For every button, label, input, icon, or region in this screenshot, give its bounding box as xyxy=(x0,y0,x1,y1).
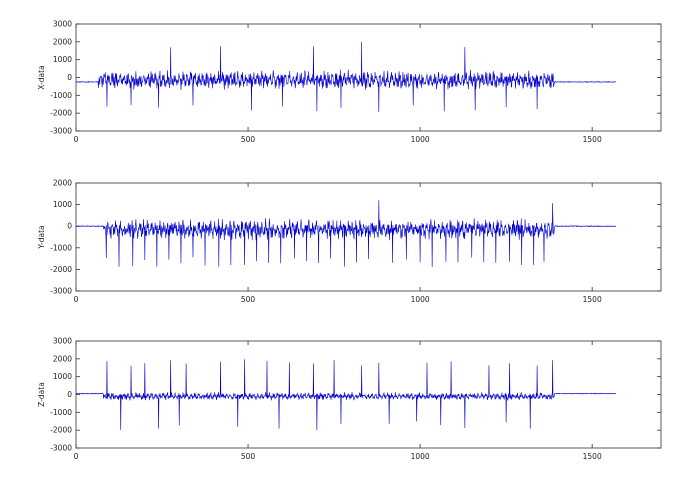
y-tick-label: -1000 xyxy=(50,243,72,252)
x-tick-label: 0 xyxy=(74,452,79,461)
y-tick-label: -3000 xyxy=(50,444,72,453)
y-tick-label: 2000 xyxy=(53,37,72,46)
x-tick-label: 0 xyxy=(74,295,79,304)
x-tick-label: 500 xyxy=(241,295,256,304)
y-axis-label: Z-data xyxy=(37,382,46,407)
y-tick-label: -3000 xyxy=(50,287,72,296)
y-tick-label: 0 xyxy=(67,390,72,399)
subplot-z: 0 500 1000 1500 3000 2000 1000 0 -1000 -2000 -3000… xyxy=(37,337,662,461)
series-line xyxy=(76,41,617,113)
y-tick-label: -1000 xyxy=(50,91,72,100)
y-tick-label: -1000 xyxy=(50,408,72,417)
x-tick-label: 0 xyxy=(74,135,79,144)
y-tick-label: -2000 xyxy=(50,109,72,118)
series-line xyxy=(75,359,617,431)
y-tick-label: 2000 xyxy=(53,179,72,188)
series-line xyxy=(75,200,617,268)
subplot-y: 0 500 1000 1500 2000 1000 0 -1000 -2000 -3000 Y-da… xyxy=(37,179,662,304)
x-tick-label: 1500 xyxy=(583,452,602,461)
x-tick-label: 1500 xyxy=(583,295,602,304)
y-tick-label: 1000 xyxy=(53,372,72,381)
y-tick-label: 1000 xyxy=(53,200,72,209)
y-tick-label: 1000 xyxy=(53,55,72,64)
y-tick-label: 3000 xyxy=(53,20,72,29)
y-tick-label: -3000 xyxy=(50,127,72,136)
y-tick-label: -2000 xyxy=(50,265,72,274)
y-axis-label: X-data xyxy=(37,65,46,89)
y-tick-label: 2000 xyxy=(53,354,72,363)
x-tick-label: 1000 xyxy=(411,135,430,144)
x-tick-label: 500 xyxy=(241,452,256,461)
x-tick-label: 1000 xyxy=(411,452,430,461)
axes-frame xyxy=(75,182,662,292)
y-tick-label: 0 xyxy=(67,222,72,231)
y-tick-label: 0 xyxy=(67,73,72,82)
x-tick-label: 500 xyxy=(241,135,256,144)
y-tick-label: -2000 xyxy=(50,426,72,435)
x-tick-label: 1500 xyxy=(583,135,602,144)
subplot-x: 0 500 1000 1500 3000 2000 1000 0 -1000 -2000 -3000… xyxy=(37,20,662,144)
x-tick-label: 1000 xyxy=(411,295,430,304)
y-tick-label: 3000 xyxy=(53,337,72,346)
y-axis-label: Y-data xyxy=(37,225,46,249)
